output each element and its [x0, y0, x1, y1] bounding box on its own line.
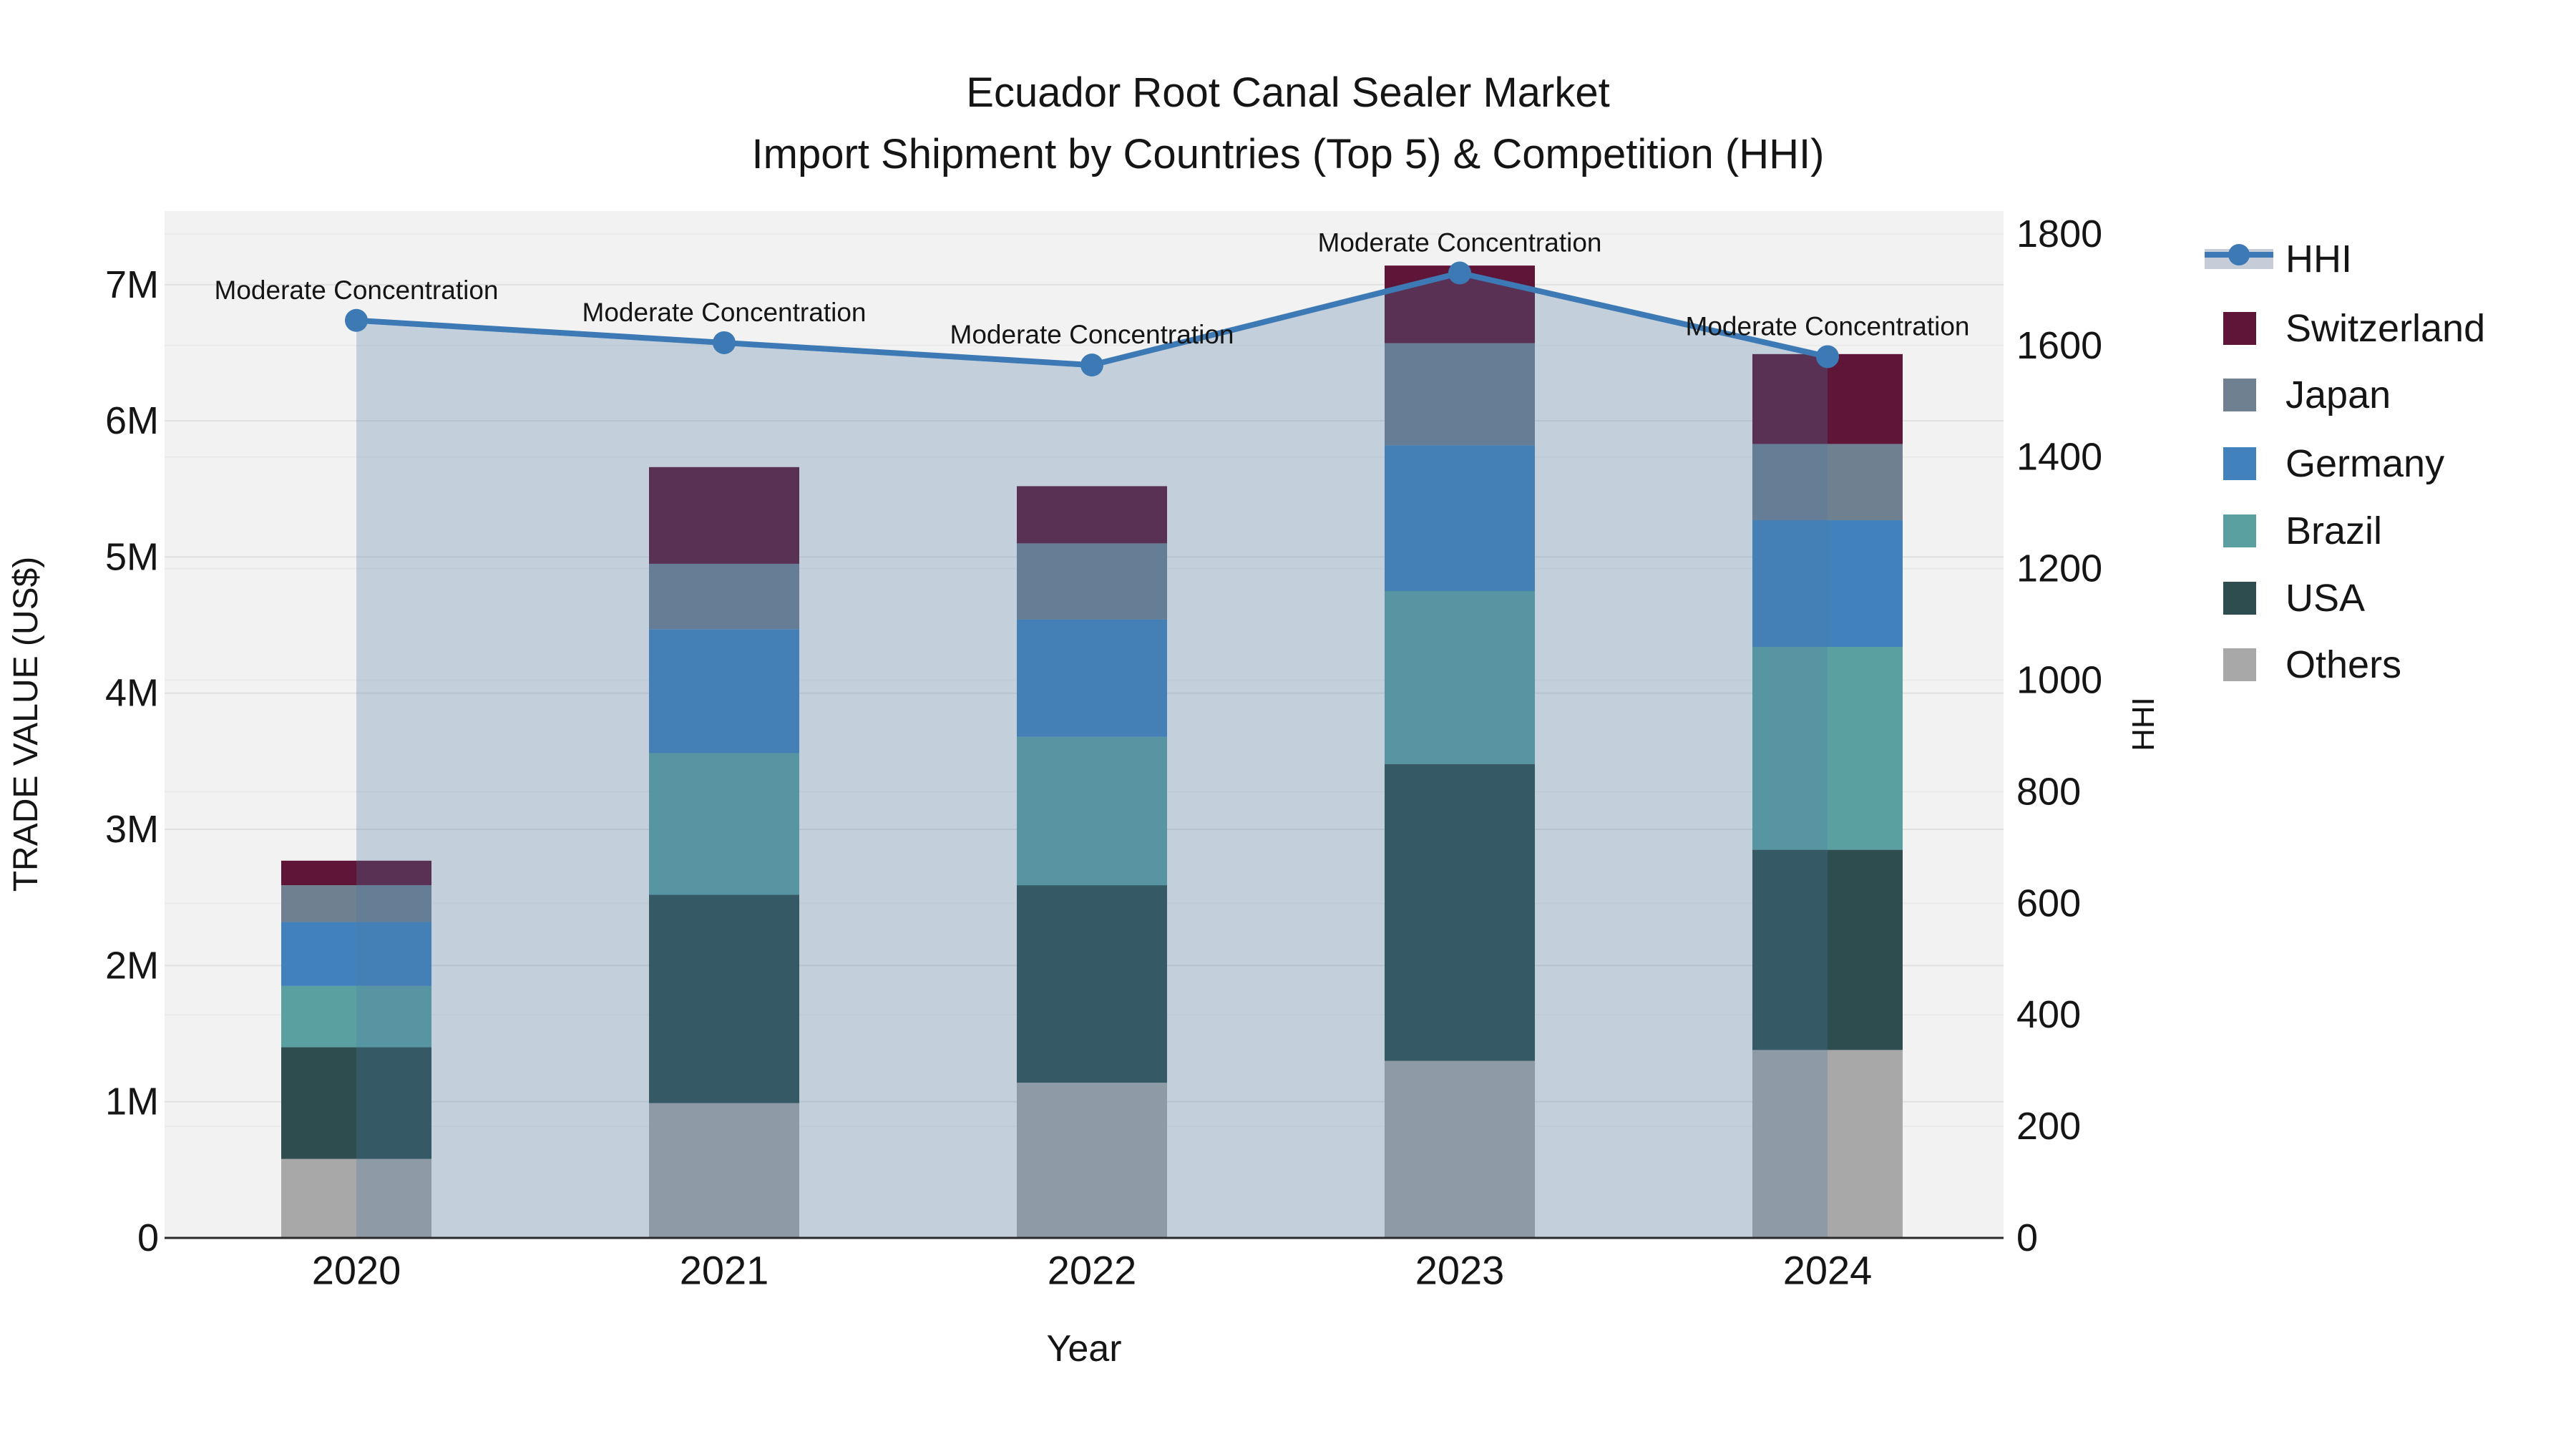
- y-left-tick-5M: 5M: [105, 535, 159, 578]
- bar-segment-switzerland-2022: [1017, 486, 1167, 544]
- legend-item-japan: [2223, 379, 2256, 411]
- hhi-area-fill: [356, 273, 1828, 1239]
- bar-segment-japan-2021: [649, 563, 799, 630]
- y-left-tick-0: 0: [137, 1216, 159, 1259]
- bar-segment-others-2024: [1752, 1050, 1903, 1238]
- y-left-axis-title: TRADE VALUE (US$): [7, 557, 45, 892]
- legend-item-germany: [2223, 447, 2256, 480]
- annotation-2020: Moderate Concentration: [215, 275, 499, 305]
- y-right-tick-200: 200: [2016, 1105, 2081, 1148]
- chart-title-line1: Ecuador Root Canal Sealer Market: [966, 69, 1610, 116]
- y-right-tick-400: 400: [2016, 993, 2081, 1036]
- bar-segment-switzerland-2021: [649, 467, 799, 564]
- bar-segment-germany-2022: [1017, 619, 1167, 737]
- bar-segment-brazil-2022: [1017, 736, 1167, 886]
- x-tick-2021: 2021: [680, 1248, 769, 1293]
- annotation-2024: Moderate Concentration: [1686, 311, 1970, 341]
- hhi-marker-2020: [345, 308, 368, 332]
- annotation-2021: Moderate Concentration: [582, 298, 867, 327]
- bar-segment-germany-2023: [1385, 445, 1535, 591]
- legend-label-brazil: Brazil: [2285, 509, 2382, 552]
- bar-segment-germany-2024: [1752, 520, 1903, 648]
- bar-segment-switzerland-2020: [281, 860, 431, 886]
- legend-label-switzerland: Switzerland: [2285, 307, 2485, 350]
- legend-swatch-switzerland: [2223, 312, 2256, 345]
- chart-title-line2: Import Shipment by Countries (Top 5) & C…: [751, 131, 1825, 177]
- y-right-tick-1000: 1000: [2016, 659, 2102, 702]
- hhi-marker-2021: [713, 331, 736, 354]
- bar-segment-usa-2021: [649, 894, 799, 1103]
- legend-label-germany: Germany: [2285, 442, 2444, 485]
- legend-hhi-marker: [2228, 244, 2250, 265]
- legend-item-hhi: [2205, 244, 2273, 269]
- y-left-tick-2M: 2M: [105, 944, 159, 987]
- x-tick-2022: 2022: [1048, 1248, 1137, 1293]
- bar-segment-germany-2021: [649, 629, 799, 753]
- bar-segment-others-2020: [281, 1158, 431, 1238]
- legend-swatch-japan: [2223, 379, 2256, 411]
- bar-segment-switzerland-2024: [1752, 353, 1903, 444]
- bar-segment-brazil-2024: [1752, 647, 1903, 850]
- legend-swatch-usa: [2223, 582, 2256, 615]
- bar-segment-others-2022: [1017, 1083, 1167, 1238]
- y-right-tick-1400: 1400: [2016, 436, 2102, 479]
- bar-segment-japan-2022: [1017, 543, 1167, 620]
- y-left-tick-4M: 4M: [105, 672, 159, 715]
- bars-group: [281, 265, 1903, 1238]
- bar-segment-brazil-2020: [281, 985, 431, 1048]
- bar-segment-japan-2023: [1385, 343, 1535, 446]
- y-right-tick-0: 0: [2016, 1216, 2038, 1259]
- annotation-2023: Moderate Concentration: [1318, 228, 1602, 258]
- y-right-tick-1200: 1200: [2016, 547, 2102, 590]
- bar-segment-germany-2020: [281, 922, 431, 986]
- bar-segment-others-2023: [1385, 1060, 1535, 1238]
- x-tick-2023: 2023: [1415, 1248, 1505, 1293]
- legend-label-others: Others: [2285, 643, 2401, 686]
- bar-segment-japan-2024: [1752, 444, 1903, 521]
- legend-item-switzerland: [2223, 312, 2256, 345]
- legend-item-others: [2223, 648, 2256, 681]
- y-right-axis-title: HHI: [2126, 697, 2161, 751]
- hhi-marker-2023: [1448, 261, 1471, 285]
- y-right-tick-600: 600: [2016, 882, 2081, 924]
- x-tick-2020: 2020: [312, 1248, 401, 1293]
- bar-segment-usa-2024: [1752, 849, 1903, 1050]
- x-tick-2024: 2024: [1783, 1248, 1873, 1293]
- hhi-marker-2022: [1080, 353, 1103, 377]
- legend-label-japan: Japan: [2285, 374, 2391, 416]
- hhi-marker-2024: [1816, 345, 1839, 369]
- legend-label-hhi: HHI: [2285, 238, 2352, 280]
- bar-segment-usa-2023: [1385, 763, 1535, 1061]
- legend-swatch-brazil: [2223, 514, 2256, 547]
- y-left-tick-6M: 6M: [105, 399, 159, 442]
- bar-segment-usa-2020: [281, 1047, 431, 1159]
- legend-swatch-germany: [2223, 447, 2256, 480]
- annotation-2022: Moderate Concentration: [950, 320, 1234, 349]
- legend-label-usa: USA: [2285, 577, 2365, 620]
- bar-segment-japan-2020: [281, 885, 431, 922]
- bar-segment-brazil-2021: [649, 753, 799, 895]
- y-left-tick-7M: 7M: [105, 263, 159, 306]
- y-right-tick-800: 800: [2016, 770, 2081, 813]
- bar-segment-usa-2022: [1017, 885, 1167, 1083]
- legend-item-usa: [2223, 582, 2256, 615]
- y-right-tick-1800: 1800: [2016, 213, 2102, 255]
- bar-segment-others-2021: [649, 1103, 799, 1238]
- x-axis-title: Year: [1046, 1328, 1121, 1370]
- y-right-tick-1600: 1600: [2016, 324, 2102, 367]
- y-left-tick-1M: 1M: [105, 1080, 159, 1123]
- legend-item-brazil: [2223, 514, 2256, 547]
- bar-segment-brazil-2023: [1385, 590, 1535, 764]
- legend-swatch-others: [2223, 648, 2256, 681]
- y-left-tick-3M: 3M: [105, 808, 159, 851]
